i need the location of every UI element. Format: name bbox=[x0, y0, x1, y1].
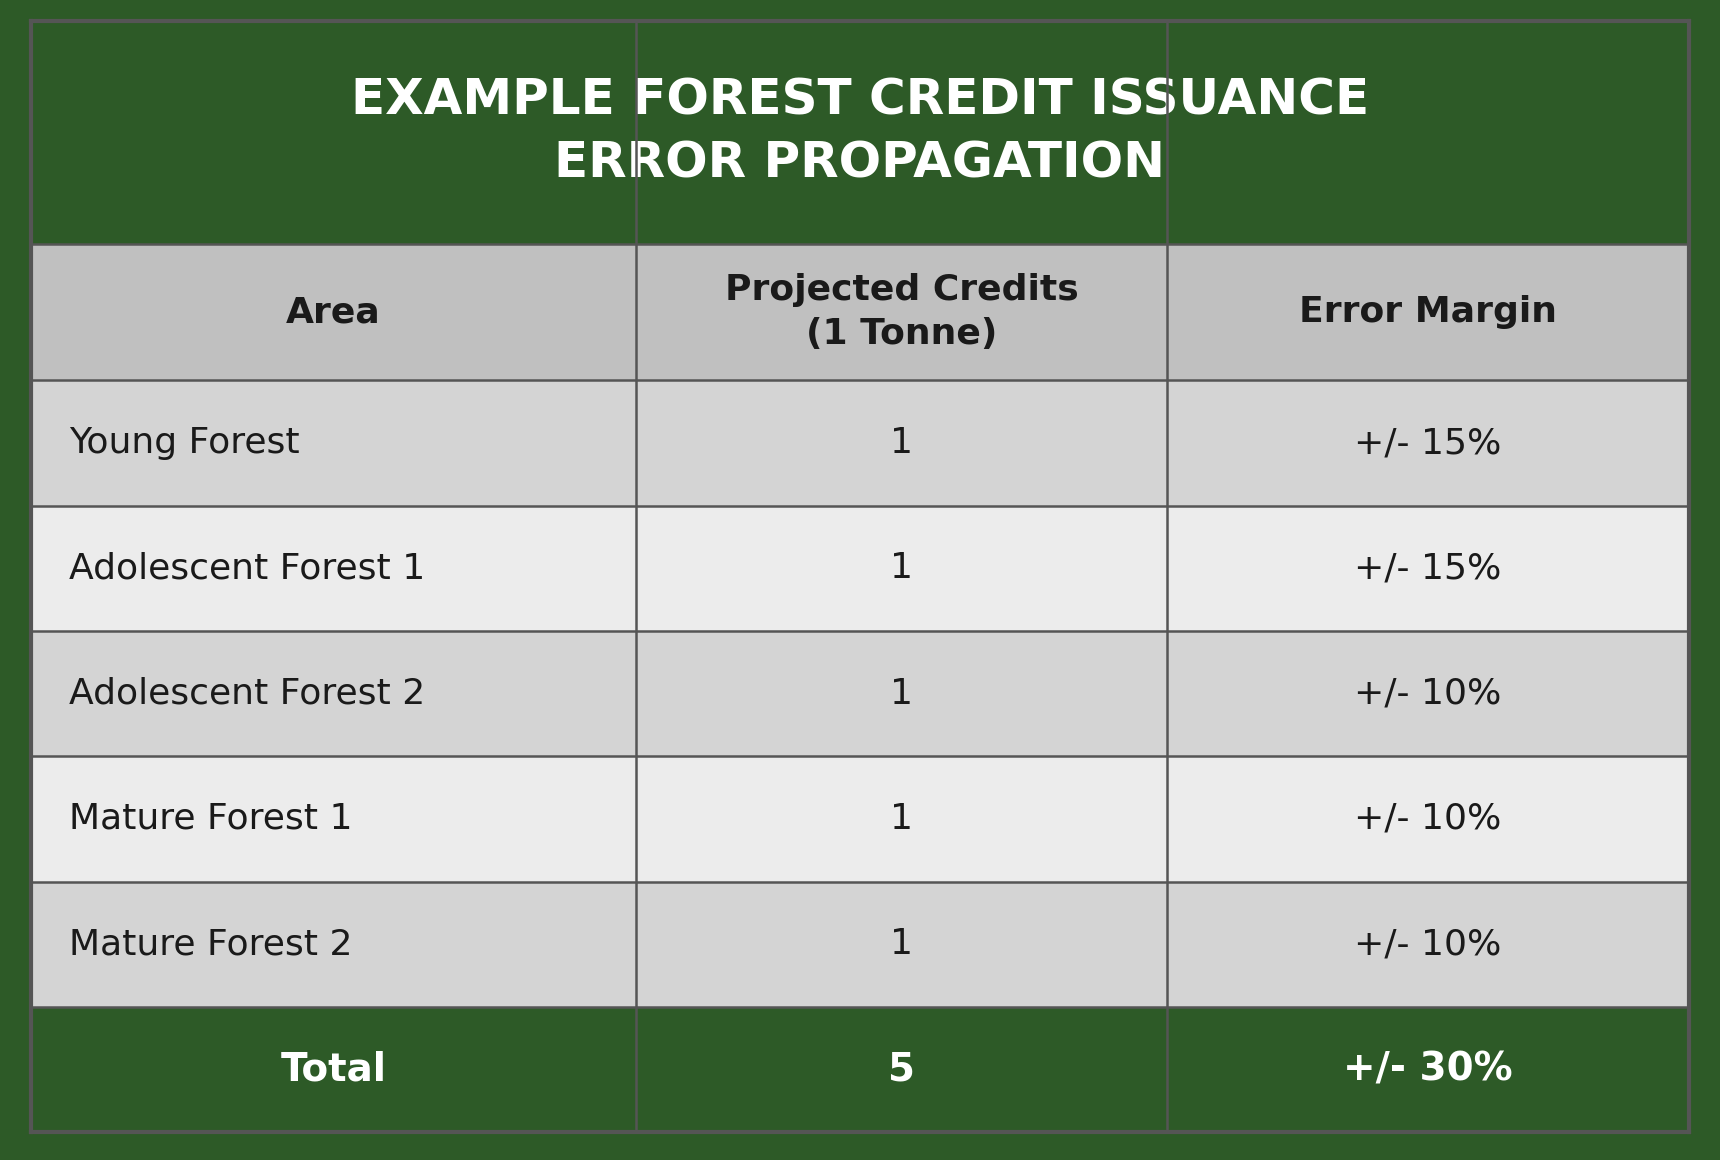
Text: EXAMPLE FOREST CREDIT ISSUANCE
ERROR PROPAGATION: EXAMPLE FOREST CREDIT ISSUANCE ERROR PRO… bbox=[351, 77, 1369, 188]
Bar bbox=[636, 631, 1166, 756]
Text: +/- 30%: +/- 30% bbox=[1343, 1051, 1512, 1088]
Bar bbox=[31, 756, 636, 882]
Bar bbox=[1166, 882, 1689, 1007]
Text: +/- 10%: +/- 10% bbox=[1354, 927, 1502, 962]
Text: Mature Forest 1: Mature Forest 1 bbox=[69, 802, 353, 836]
Bar bbox=[31, 21, 1689, 244]
Bar bbox=[636, 244, 1166, 380]
Bar bbox=[1166, 506, 1689, 631]
Text: +/- 10%: +/- 10% bbox=[1354, 676, 1502, 711]
Bar bbox=[31, 631, 636, 756]
Bar bbox=[636, 380, 1166, 506]
Text: +/- 10%: +/- 10% bbox=[1354, 802, 1502, 836]
Text: 1: 1 bbox=[889, 927, 913, 962]
Bar bbox=[31, 506, 636, 631]
Bar bbox=[1166, 756, 1689, 882]
Bar bbox=[31, 1007, 636, 1132]
Bar bbox=[1166, 380, 1689, 506]
Text: Young Forest: Young Forest bbox=[69, 426, 299, 461]
Bar bbox=[636, 1007, 1166, 1132]
Text: Error Margin: Error Margin bbox=[1299, 295, 1557, 329]
Bar bbox=[31, 380, 636, 506]
Text: Projected Credits
(1 Tonne): Projected Credits (1 Tonne) bbox=[724, 273, 1078, 351]
Bar bbox=[1166, 244, 1689, 380]
Text: Adolescent Forest 2: Adolescent Forest 2 bbox=[69, 676, 425, 711]
Text: 5: 5 bbox=[888, 1051, 915, 1088]
Bar bbox=[31, 244, 636, 380]
Text: 1: 1 bbox=[889, 426, 913, 461]
Text: 1: 1 bbox=[889, 551, 913, 586]
Bar bbox=[31, 882, 636, 1007]
Bar bbox=[1166, 631, 1689, 756]
Bar bbox=[1166, 1007, 1689, 1132]
Bar bbox=[636, 756, 1166, 882]
Bar bbox=[636, 882, 1166, 1007]
Bar bbox=[636, 506, 1166, 631]
Text: 1: 1 bbox=[889, 676, 913, 711]
Text: +/- 15%: +/- 15% bbox=[1354, 426, 1502, 461]
Text: 1: 1 bbox=[889, 802, 913, 836]
Text: Mature Forest 2: Mature Forest 2 bbox=[69, 927, 353, 962]
Text: Total: Total bbox=[280, 1051, 387, 1088]
Text: Adolescent Forest 1: Adolescent Forest 1 bbox=[69, 551, 425, 586]
Text: +/- 15%: +/- 15% bbox=[1354, 551, 1502, 586]
Text: Area: Area bbox=[286, 295, 380, 329]
